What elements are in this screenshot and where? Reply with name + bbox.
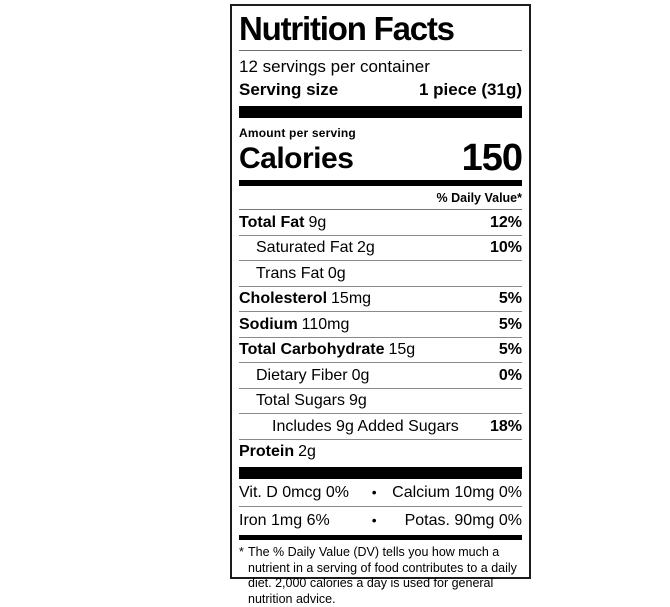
nutrient-name: Total Carbohydrate — [239, 341, 385, 358]
amount-per-serving-label: Amount per serving — [239, 126, 356, 140]
nutrient-amount: 9g — [308, 213, 327, 231]
nutrient-amount: 110mg — [301, 315, 350, 333]
nutrient-amount: 15mg — [331, 290, 372, 307]
nutrient-name: Trans Fat — [256, 264, 324, 282]
nutrient-amount: 0g — [327, 264, 346, 282]
bottom-divider-bar — [239, 535, 522, 540]
daily-value-header: % Daily Value* — [239, 186, 522, 210]
thick-divider-bar — [239, 467, 522, 479]
nutrient-row-added-sugars: Includes 9g Added Sugars 18% — [239, 414, 522, 440]
nutrient-row-dietary-fiber: Dietary Fiber 0g 0% — [239, 363, 522, 389]
nutrient-row-cholesterol: Cholesterol 15mg 5% — [239, 287, 522, 312]
nutrient-dv: 5% — [498, 315, 522, 333]
micronutrient-row-2: Iron 1mg 6% • Potas. 90mg 0% — [239, 507, 522, 535]
nutrient-row-total-carbohydrate: Total Carbohydrate 15g 5% — [239, 338, 522, 363]
nutrient-name: Saturated Fat — [256, 239, 353, 256]
footnote-text: The % Daily Value (DV) tells you how muc… — [248, 545, 517, 606]
footnote-asterisk: * — [239, 545, 244, 559]
nutrient-amount: 9g — [348, 392, 367, 409]
nutrient-amount: 0g — [351, 366, 370, 384]
nutrient-amount: 15g — [388, 341, 416, 358]
nutrient-row-trans-fat: Trans Fat 0g — [239, 261, 522, 287]
bullet-separator: • — [371, 484, 377, 500]
nutrient-name: Includes 9g Added Sugars — [272, 417, 459, 435]
nutrient-name: Cholesterol — [239, 290, 328, 307]
serving-size-row: Serving size 1 piece (31g) — [239, 77, 522, 106]
nutrient-row-total-fat: Total Fat 9g 12% — [239, 210, 522, 236]
footnote: * The % Daily Value (DV) tells you how m… — [239, 540, 522, 607]
label-title: Nutrition Facts — [239, 11, 522, 51]
calories-label: Calories — [239, 142, 354, 175]
bullet-separator: • — [371, 512, 377, 528]
calories-value: 150 — [461, 137, 523, 179]
nutrient-name: Dietary Fiber — [256, 366, 348, 384]
thick-divider-bar — [239, 106, 522, 118]
nutrient-dv: 5% — [498, 341, 522, 358]
nutrient-row-protein: Protein 2g — [239, 440, 522, 468]
nutrient-dv: 10% — [489, 239, 522, 256]
nutrient-dv: 12% — [489, 213, 522, 231]
micronutrient-row-1: Vit. D 0mcg 0% • Calcium 10mg 0% — [239, 479, 522, 507]
nutrient-amount: 2g — [356, 239, 375, 256]
nutrient-row-sodium: Sodium 110mg 5% — [239, 312, 522, 338]
calories-row: Calories 150 — [239, 137, 523, 180]
nutrient-name: Total Fat — [239, 213, 305, 231]
medium-divider-bar — [239, 180, 522, 186]
nutrient-dv: 18% — [489, 417, 522, 435]
servings-per-container: 12 servings per container — [239, 57, 430, 76]
nutrient-row-total-sugars: Total Sugars 9g — [239, 389, 522, 414]
nutrient-row-saturated-fat: Saturated Fat 2g 10% — [239, 236, 522, 261]
serving-size-value: 1 piece (31g) — [419, 80, 522, 99]
micro-right-value: Potas. 90mg 0% — [404, 512, 522, 529]
nutrient-dv: 5% — [498, 290, 522, 307]
nutrient-amount: 2g — [298, 443, 316, 460]
micro-right-value: Calcium 10mg 0% — [392, 484, 522, 501]
nutrition-facts-label: Nutrition Facts 12 servings per containe… — [230, 4, 531, 606]
nutrient-name: Protein — [239, 443, 295, 460]
nutrient-name: Total Sugars — [256, 392, 345, 409]
micro-left-value: Iron 1mg 6% — [239, 512, 330, 529]
nutrient-dv: 0% — [498, 366, 522, 384]
micro-left-value: Vit. D 0mcg 0% — [239, 484, 349, 501]
nutrient-name: Sodium — [239, 315, 298, 333]
serving-size-label: Serving size — [239, 80, 339, 99]
